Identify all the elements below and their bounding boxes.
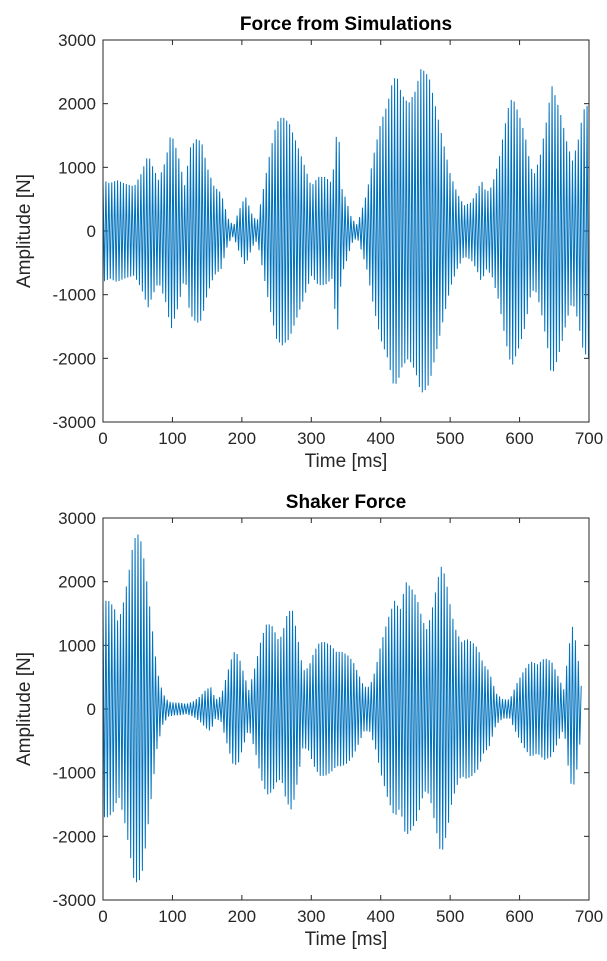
y-tick-label: 0 [87, 700, 96, 719]
y-tick-label: 1000 [58, 636, 96, 655]
y-tick-label: -3000 [53, 413, 96, 432]
x-tick-label: 700 [575, 429, 603, 448]
x-tick-label: 100 [158, 907, 186, 926]
x-tick-label: 600 [505, 429, 533, 448]
y-tick-label: -2000 [53, 827, 96, 846]
x-tick-label: 500 [436, 907, 464, 926]
chart-shaker-force: Shaker Force 0 100 200 300 400 500 600 700 -300… [14, 492, 603, 950]
x-axis-label: Time [ms] [305, 451, 388, 472]
y-tick-label: 0 [87, 222, 96, 241]
y-tick-label: -2000 [53, 349, 96, 368]
chart-force-from-simulations: Force from Simulations 0 100 200 300 400 500 6… [14, 14, 603, 472]
y-axis-label: Amplitude [N] [14, 174, 35, 288]
chart-title: Force from Simulations [240, 14, 452, 35]
y-tick-label: 1000 [58, 158, 96, 177]
y-tick-label: 2000 [58, 95, 96, 114]
x-tick-label: 700 [575, 907, 603, 926]
x-tick-label: 100 [158, 429, 186, 448]
y-tick-label: 2000 [58, 573, 96, 592]
x-axis: 0 100 200 300 400 500 600 700 [98, 40, 603, 448]
y-tick-label: -1000 [53, 764, 96, 783]
x-tick-label: 200 [228, 907, 256, 926]
x-axis-label: Time [ms] [305, 929, 388, 950]
y-tick-label: -1000 [53, 286, 96, 305]
x-axis: 0 100 200 300 400 500 600 700 [98, 518, 603, 926]
x-tick-label: 400 [367, 907, 395, 926]
x-tick-label: 0 [98, 907, 107, 926]
y-tick-label: 3000 [58, 509, 96, 528]
force-signal-line [102, 69, 590, 393]
x-tick-label: 400 [367, 429, 395, 448]
chart-title: Shaker Force [286, 492, 406, 513]
x-tick-label: 300 [297, 429, 325, 448]
y-axis-label: Amplitude [N] [14, 652, 35, 766]
axes-frame [102, 517, 590, 901]
y-axis: -3000 -2000 -1000 0 1000 2000 3000 [53, 509, 589, 910]
x-tick-label: 500 [436, 429, 464, 448]
shaker-signal-line [102, 534, 582, 883]
y-axis: -3000 -2000 -1000 0 1000 2000 3000 [53, 31, 589, 432]
y-tick-label: 3000 [58, 31, 96, 50]
axes-frame [102, 39, 590, 423]
x-tick-label: 0 [98, 429, 107, 448]
y-tick-label: -3000 [53, 891, 96, 910]
x-tick-label: 200 [228, 429, 256, 448]
x-tick-label: 600 [505, 907, 533, 926]
x-tick-label: 300 [297, 907, 325, 926]
